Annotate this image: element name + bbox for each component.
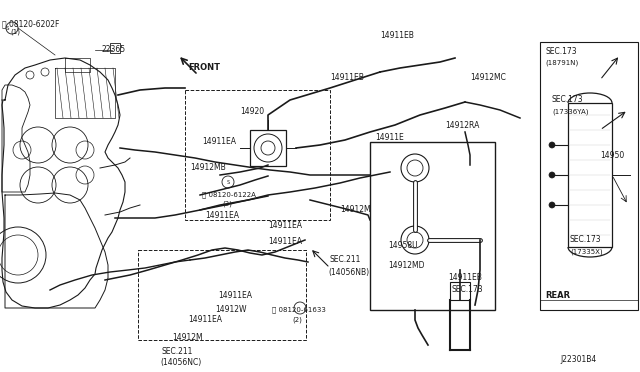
Text: SEC.211: SEC.211 [330,256,362,264]
Bar [540,42,638,310]
Text: 14912RA: 14912RA [445,121,479,129]
Text: 14912MB: 14912MB [190,164,226,173]
Circle shape [549,142,555,148]
Text: Ⓢ 08120-61633: Ⓢ 08120-61633 [272,307,326,313]
Text: SEC.173: SEC.173 [452,285,484,295]
Bar [568,103,612,247]
Text: 14911EA: 14911EA [188,315,222,324]
Text: (2): (2) [222,201,232,207]
Text: Ⓢ 08120-6122A: Ⓢ 08120-6122A [202,192,256,198]
Text: 14911EA: 14911EA [218,291,252,299]
Text: Ⓢ 08120-6202F: Ⓢ 08120-6202F [2,19,60,29]
Bar [250,130,286,166]
Bar [138,250,306,340]
Text: 14920: 14920 [240,108,264,116]
Text: 14912MD: 14912MD [388,260,424,269]
Text: SEC.211: SEC.211 [162,347,193,356]
Text: 14912M: 14912M [340,205,371,215]
Bar [450,282,470,300]
Text: 14911EA: 14911EA [202,138,236,147]
Text: 14911EA: 14911EA [268,221,302,230]
Bar [110,43,120,53]
Text: SEC.173: SEC.173 [552,96,584,105]
Text: 14911EB: 14911EB [448,273,482,282]
Text: REAR: REAR [545,291,570,299]
Text: 14911E: 14911E [375,134,404,142]
Text: 14950: 14950 [600,151,624,160]
Text: 14911EA: 14911EA [268,237,302,247]
Text: J22301B4: J22301B4 [560,356,596,365]
Text: 14958U: 14958U [388,241,418,250]
Text: 14911EA: 14911EA [205,211,239,219]
Circle shape [549,202,555,208]
Text: 14912W: 14912W [215,305,246,314]
Text: (14056NB): (14056NB) [328,267,369,276]
Text: FRONT: FRONT [188,64,220,73]
Text: 14912MC: 14912MC [470,74,506,83]
Text: S: S [227,180,230,185]
Text: 22365: 22365 [102,45,126,55]
Text: S: S [5,26,9,31]
Text: (18791N): (18791N) [545,60,579,66]
Bar [370,142,495,310]
Text: (2): (2) [292,317,302,323]
Circle shape [549,172,555,178]
Bar [185,90,330,220]
Text: (14056NC): (14056NC) [160,357,201,366]
Text: 14911EB: 14911EB [330,74,364,83]
Text: 14912M: 14912M [172,334,203,343]
Text: (17335X): (17335X) [570,249,603,255]
Text: (17336YA): (17336YA) [552,109,589,115]
Text: SEC.173: SEC.173 [545,48,577,57]
Text: SEC.173: SEC.173 [570,235,602,244]
Text: (1): (1) [10,29,20,35]
Text: 14911EB: 14911EB [380,31,414,39]
